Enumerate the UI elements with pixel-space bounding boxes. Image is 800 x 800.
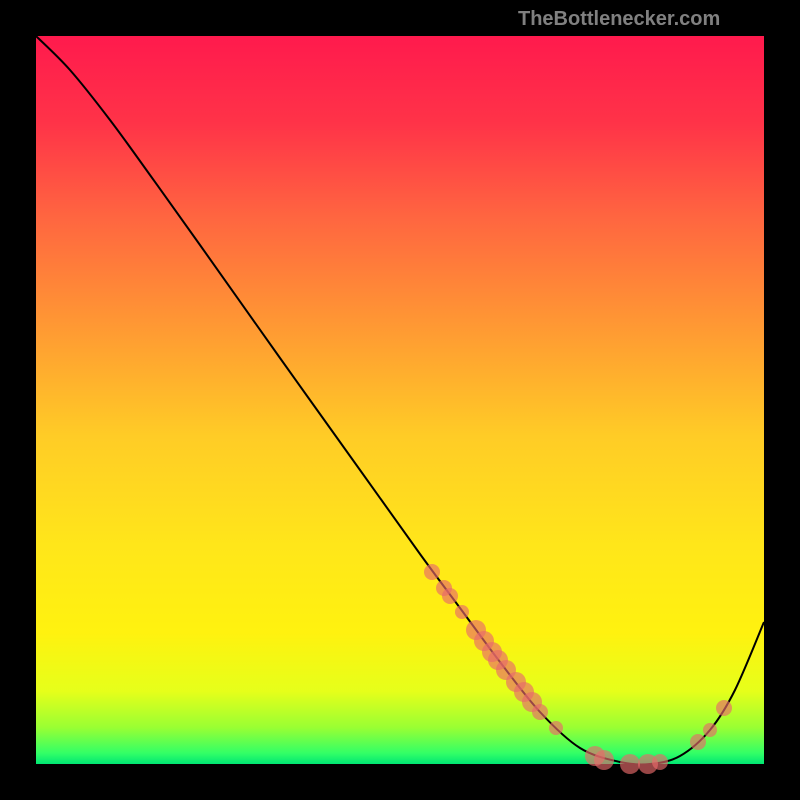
data-marker (532, 704, 548, 720)
data-marker (652, 754, 668, 770)
data-marker (690, 734, 706, 750)
data-marker (549, 721, 563, 735)
data-marker (620, 754, 640, 774)
data-marker (442, 588, 458, 604)
gradient-background (36, 36, 764, 764)
data-marker (594, 750, 614, 770)
bottleneck-chart (0, 0, 800, 800)
data-marker (716, 700, 732, 716)
data-marker (424, 564, 440, 580)
data-marker (455, 605, 469, 619)
data-marker (703, 723, 717, 737)
